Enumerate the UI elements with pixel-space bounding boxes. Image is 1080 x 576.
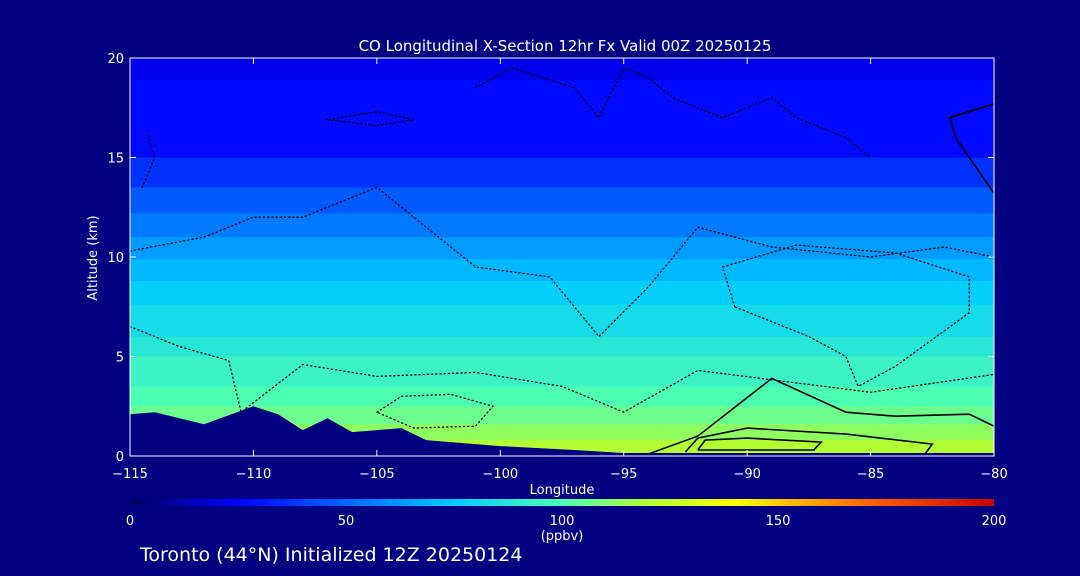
terrain [130, 406, 994, 456]
colorbar-tick-label: 50 [338, 514, 355, 529]
contour-line [648, 377, 994, 455]
plot-area [130, 58, 994, 456]
concentration-band [130, 187, 994, 214]
contour-line [948, 103, 994, 194]
concentration-band [130, 336, 994, 357]
x-tick-label: −110 [236, 467, 272, 482]
x-tick-label: −100 [482, 467, 518, 482]
concentration-band [130, 58, 994, 81]
concentration-band [130, 356, 994, 387]
x-tick-label: −95 [610, 467, 637, 482]
colorbar-ticks: 0 50 100 150 200 [126, 514, 1007, 529]
colorbar-unit-label: (ppbv) [541, 529, 584, 544]
concentration-band [130, 237, 994, 260]
contour-line [326, 111, 415, 127]
concentration-layers [130, 58, 994, 456]
contour-line [376, 393, 495, 429]
contour-line [130, 325, 994, 414]
concentration-band [130, 157, 994, 188]
x-tick-label: −85 [857, 467, 884, 482]
contour-line [721, 244, 970, 388]
concentration-band [130, 304, 994, 338]
chart-title: CO Longitudinal X-Section 12hr Fx Valid … [359, 37, 772, 55]
colorbar-tick-label: 100 [550, 514, 575, 529]
colorbar-tick-label: 0 [126, 514, 134, 529]
concentration-band [130, 258, 994, 282]
contour-line [697, 437, 823, 451]
x-tick-label: −105 [359, 467, 395, 482]
y-axis-ticks: 0 5 10 15 20 [107, 52, 994, 465]
y-tick-label: 0 [116, 450, 124, 465]
concentration-band [130, 79, 994, 158]
x-tick-label: −115 [112, 467, 148, 482]
y-tick-label: 5 [116, 351, 124, 366]
y-tick-label: 10 [107, 251, 124, 266]
concentration-band [130, 406, 994, 425]
colorbar-tick-label: 200 [982, 514, 1007, 529]
x-tick-label: −80 [980, 467, 1007, 482]
footer-label: Toronto (44°N) Initialized 12Z 20250124 [139, 544, 523, 566]
x-tick-label: −90 [733, 467, 760, 482]
y-tick-label: 15 [107, 152, 124, 167]
colorbar [130, 499, 994, 506]
concentration-band [130, 213, 994, 238]
contour-line [474, 67, 872, 159]
contour-lines [130, 67, 994, 455]
y-axis-label: Altitude (km) [86, 215, 101, 300]
concentration-band [130, 386, 994, 407]
x-axis-ticks: −115 −110 −105 −100 −95 −90 −85 −80 [112, 58, 1008, 482]
colorbar-tick-label: 150 [766, 514, 791, 529]
concentration-band [130, 280, 994, 306]
y-tick-label: 20 [107, 52, 124, 67]
x-axis-label: Longitude [530, 483, 595, 498]
contour-line [130, 186, 994, 338]
contour-line [684, 427, 934, 455]
